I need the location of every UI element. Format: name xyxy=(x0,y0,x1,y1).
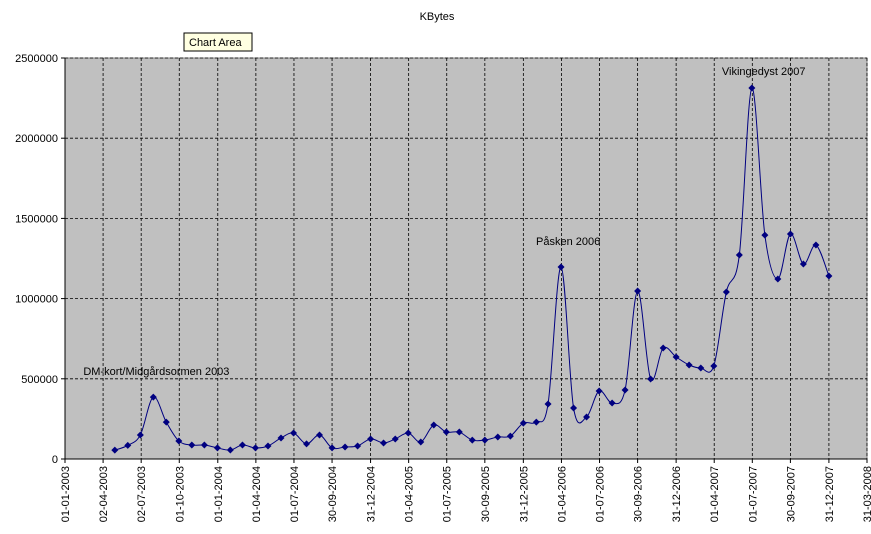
tooltip: Chart Area xyxy=(183,32,253,52)
point-marker xyxy=(264,442,272,450)
annotation: DM-kort/Midgårdsormen 2003 xyxy=(83,366,229,378)
y-tick-label: 0 xyxy=(52,454,58,466)
point-marker xyxy=(200,441,208,449)
point-marker xyxy=(341,443,349,451)
point-marker xyxy=(481,436,489,444)
annotation: Påsken 2006 xyxy=(536,236,600,248)
point-marker xyxy=(608,399,616,407)
point-marker xyxy=(136,431,144,439)
point-marker xyxy=(685,361,693,369)
point-marker xyxy=(354,442,362,450)
x-tick-label: 30-09-2007 xyxy=(785,466,797,522)
point-marker xyxy=(367,435,375,443)
point-marker xyxy=(315,431,323,439)
point-marker xyxy=(328,444,336,452)
point-marker xyxy=(812,241,820,249)
point-marker xyxy=(710,362,718,370)
x-tick-label: 30-09-2004 xyxy=(327,466,339,522)
point-marker xyxy=(455,428,463,436)
x-tick-label: 01-07-2006 xyxy=(595,466,607,522)
point-marker xyxy=(506,432,514,440)
x-tick-label: 01-01-2004 xyxy=(213,466,225,522)
point-marker xyxy=(124,441,132,449)
point-marker xyxy=(583,413,591,421)
x-tick-label: 02-07-2003 xyxy=(136,466,148,522)
plot-area xyxy=(64,57,868,460)
x-tick-label: 01-07-2005 xyxy=(442,466,454,522)
point-marker xyxy=(570,404,578,412)
point-marker xyxy=(430,421,438,429)
tooltip-box xyxy=(183,32,253,52)
y-tick-label: 500000 xyxy=(21,374,58,386)
point-marker xyxy=(213,444,221,452)
point-marker xyxy=(290,429,298,437)
x-tick-label: 01-04-2006 xyxy=(556,466,568,522)
point-marker xyxy=(380,439,388,447)
point-marker xyxy=(761,231,769,239)
point-marker xyxy=(774,275,782,283)
point-marker xyxy=(277,434,285,442)
point-marker xyxy=(417,438,425,446)
x-tick-label: 01-01-2003 xyxy=(60,466,72,522)
point-marker xyxy=(162,418,170,426)
x-tick-label: 31-12-2004 xyxy=(366,466,378,522)
point-marker xyxy=(188,441,196,449)
x-tick-label: 30-09-2006 xyxy=(633,466,645,522)
x-tick-label: 01-10-2003 xyxy=(174,466,186,522)
x-tick-label: 31-12-2006 xyxy=(671,466,683,522)
point-marker xyxy=(557,263,565,271)
point-marker xyxy=(238,441,246,449)
point-marker xyxy=(786,230,794,238)
x-tick-label: 02-04-2003 xyxy=(98,466,110,522)
point-marker xyxy=(799,260,807,268)
x-tick-label: 30-09-2005 xyxy=(480,466,492,522)
point-marker xyxy=(404,429,412,437)
point-marker xyxy=(442,428,450,436)
point-marker xyxy=(226,446,234,454)
point-marker xyxy=(647,375,655,383)
chart-title: KBytes xyxy=(420,11,455,23)
point-marker xyxy=(532,418,540,426)
point-marker xyxy=(634,287,642,295)
x-tick-label: 31-03-2008 xyxy=(862,466,871,522)
point-marker xyxy=(251,444,259,452)
x-tick-label: 31-12-2005 xyxy=(518,466,530,522)
point-marker xyxy=(391,435,399,443)
point-marker xyxy=(697,364,705,372)
tooltip-text: Chart Area xyxy=(189,37,242,49)
point-marker xyxy=(494,433,502,441)
point-marker xyxy=(722,288,730,296)
x-tick-label: 31-12-2007 xyxy=(824,466,836,522)
point-marker xyxy=(544,400,552,408)
point-marker xyxy=(595,387,603,395)
point-marker xyxy=(735,251,743,259)
point-marker xyxy=(672,353,680,361)
x-tick-label: 01-04-2007 xyxy=(709,466,721,522)
point-marker xyxy=(519,419,527,427)
x-tick-label: 01-04-2004 xyxy=(251,466,263,522)
y-tick-label: 1000000 xyxy=(15,294,58,306)
x-tick-label: 01-07-2004 xyxy=(289,466,301,522)
point-marker xyxy=(175,437,183,445)
y-tick-label: 2000000 xyxy=(15,133,58,145)
point-marker xyxy=(468,436,476,444)
y-tick-label: 1500000 xyxy=(15,213,58,225)
annotation: Vikingedyst 2007 xyxy=(722,66,806,78)
point-marker xyxy=(149,393,157,401)
x-tick-label: 01-07-2007 xyxy=(747,466,759,522)
point-marker xyxy=(748,84,756,92)
point-marker xyxy=(303,440,311,448)
point-marker xyxy=(621,386,629,394)
point-marker xyxy=(111,446,119,454)
point-marker xyxy=(825,272,833,280)
y-tick-label: 2500000 xyxy=(15,53,58,65)
x-tick-label: 01-04-2005 xyxy=(404,466,416,522)
point-marker xyxy=(659,344,667,352)
